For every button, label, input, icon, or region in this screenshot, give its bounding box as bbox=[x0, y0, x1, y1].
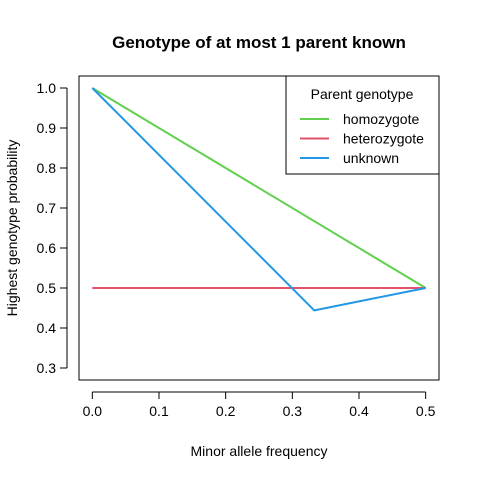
y-tick-label: 0.4 bbox=[37, 320, 57, 336]
x-tick-label: 0.2 bbox=[216, 403, 236, 419]
series-line-unknown bbox=[91, 87, 426, 312]
plot-area bbox=[78, 75, 440, 381]
legend-label-heterozygote: heterozygote bbox=[343, 131, 424, 147]
series-layer bbox=[91, 87, 427, 312]
chart-title: Genotype of at most 1 parent known bbox=[112, 33, 406, 52]
y-tick-label: 0.6 bbox=[37, 240, 57, 256]
x-tick-label: 0.4 bbox=[349, 403, 369, 419]
y-tick-label: 0.8 bbox=[37, 160, 57, 176]
y-axis: 0.3 0.4 0.5 0.6 0.7 0.8 0.9 1.0 bbox=[37, 80, 68, 376]
x-tick-label: 0.0 bbox=[83, 403, 103, 419]
x-tick-label: 0.1 bbox=[149, 403, 169, 419]
legend-title: Parent genotype bbox=[311, 86, 414, 102]
legend: Parent genotype homozygote heterozygote un… bbox=[285, 75, 440, 175]
y-tick-label: 0.9 bbox=[37, 120, 57, 136]
y-tick-label: 1.0 bbox=[37, 80, 57, 96]
legend-label-homozygote: homozygote bbox=[343, 111, 419, 127]
legend-entries: homozygote heterozygote unknown bbox=[300, 111, 424, 166]
y-tick-label: 0.7 bbox=[37, 200, 57, 216]
y-tick-label: 0.3 bbox=[37, 360, 57, 376]
x-axis-label: Minor allele frequency bbox=[191, 443, 328, 459]
y-axis-label: Highest genotype probability bbox=[4, 140, 20, 317]
x-tick-label: 0.5 bbox=[416, 403, 436, 419]
x-tick-label: 0.3 bbox=[283, 403, 303, 419]
legend-label-unknown: unknown bbox=[343, 150, 399, 166]
y-tick-label: 0.5 bbox=[37, 280, 57, 296]
series-line-homozygote bbox=[91, 87, 427, 289]
x-axis: 0.0 0.1 0.2 0.3 0.4 0.5 bbox=[83, 391, 436, 419]
